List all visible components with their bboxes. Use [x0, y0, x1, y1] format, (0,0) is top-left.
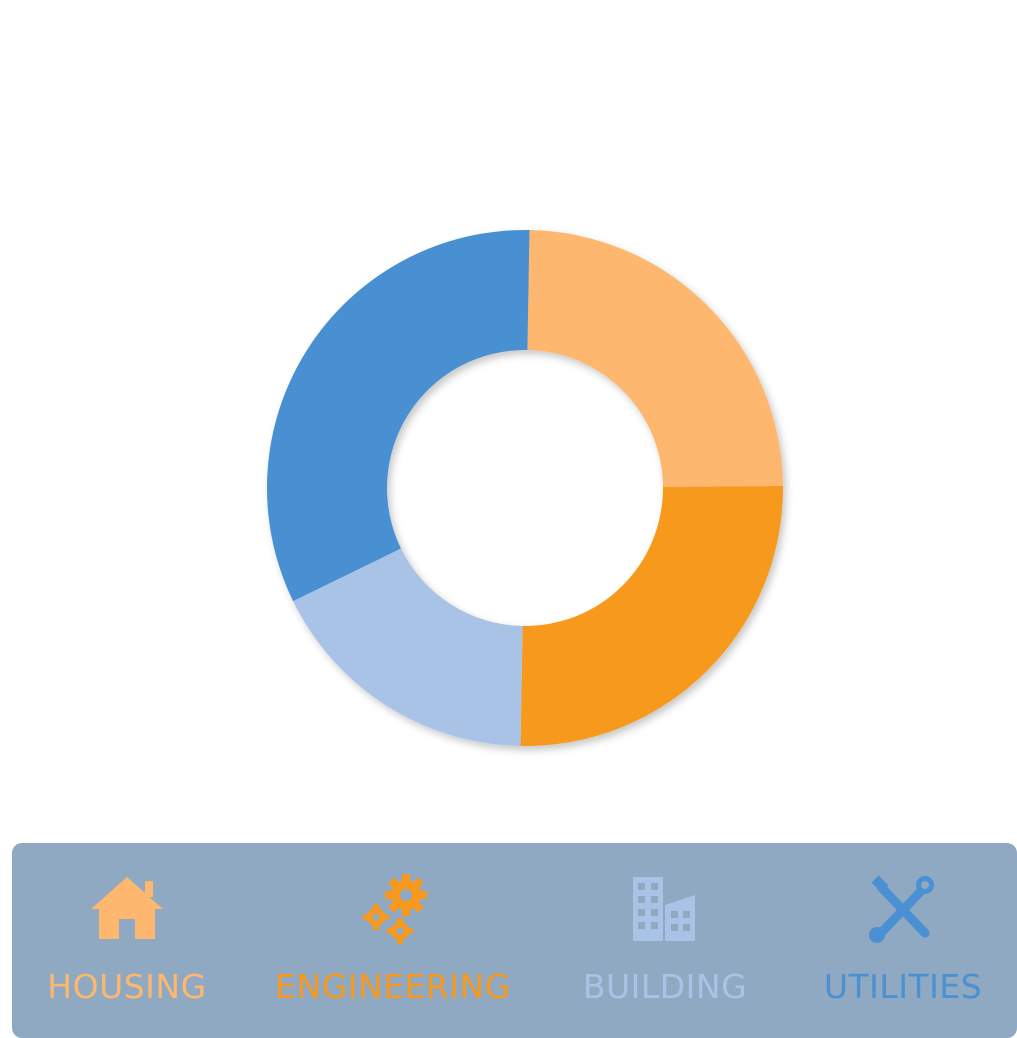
legend-item-building[interactable]: BUILDING — [580, 843, 750, 1038]
donut-slice-engineering[interactable] — [520, 486, 783, 746]
legend-item-housing[interactable]: HOUSING — [42, 843, 212, 1038]
tools-icon — [863, 873, 943, 945]
chart-area — [0, 0, 1017, 830]
donut-slice-housing[interactable] — [527, 230, 783, 487]
donut-chart — [0, 0, 1017, 830]
legend-label-housing: HOUSING — [47, 967, 206, 1006]
legend-label-utilities: UTILITIES — [824, 967, 982, 1006]
house-icon — [87, 873, 167, 945]
donut-slice-utilities[interactable] — [267, 230, 530, 601]
legend-item-utilities[interactable]: UTILITIES — [818, 843, 988, 1038]
legend-label-engineering: ENGINEERING — [275, 967, 511, 1006]
gears-icon — [356, 873, 436, 945]
legend-bar: HOUSING — [12, 843, 1017, 1038]
legend-item-engineering[interactable]: ENGINEERING — [270, 843, 516, 1038]
building-icon — [625, 873, 705, 945]
legend-label-building: BUILDING — [583, 967, 747, 1006]
